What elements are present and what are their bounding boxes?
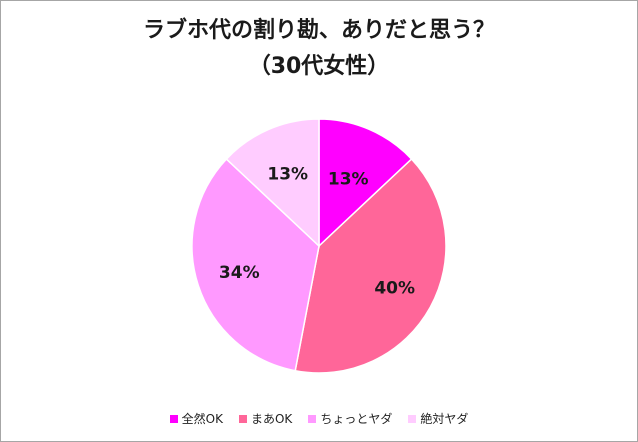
chart-subtitle: （30代女性） (248, 54, 390, 79)
data-label-1: 13% (328, 169, 369, 189)
chart-legend: 全然OK まあOK ちょっとヤダ 絶対ヤダ (0, 410, 638, 427)
legend-swatch (408, 414, 417, 423)
chart-title: ラブホ代の割り勘、ありだと思う？ (142, 18, 495, 43)
legend-label: 全然OK (181, 412, 223, 426)
legend-swatch (238, 414, 247, 423)
data-label-3: 34% (219, 263, 260, 283)
data-label-2: 40% (374, 279, 415, 299)
pie-slice-3 (191, 158, 320, 372)
pie-slice-4 (225, 118, 320, 248)
legend-item-1: 全然OK (169, 410, 223, 427)
pie-slice-2 (294, 158, 447, 374)
legend-label: ちょっとヤダ (320, 412, 393, 426)
legend-swatch (308, 414, 317, 423)
legend-item-2: まあOK (238, 410, 293, 427)
data-label-4: 13% (267, 165, 308, 185)
legend-label: 絶対ヤダ (420, 412, 469, 426)
legend-item-3: ちょっとヤダ (308, 410, 392, 427)
legend-item-4: 絶対ヤダ (408, 410, 468, 427)
legend-label: まあOK (250, 412, 293, 426)
legend-swatch (169, 414, 178, 423)
pie-slice-1 (318, 118, 413, 248)
